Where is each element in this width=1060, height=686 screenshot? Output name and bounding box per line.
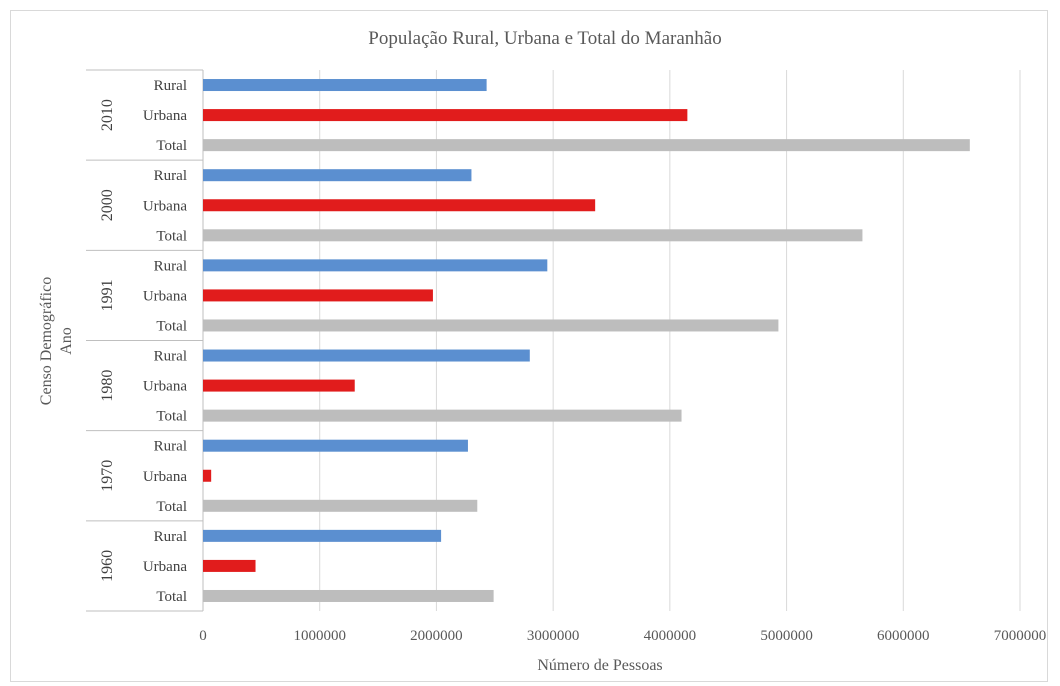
y-axis-title-line1: Censo Demográfico: [38, 277, 55, 405]
bar-1970-rural: [203, 439, 468, 452]
year-group-label: 2000: [99, 189, 116, 221]
year-group-label: 1991: [99, 279, 116, 311]
bar-1980-urbana: [203, 379, 355, 392]
category-label: Rural: [154, 168, 187, 184]
bar-2000-total: [203, 229, 863, 242]
grid-layer: [86, 69, 1021, 612]
category-label: Rural: [154, 529, 187, 545]
category-label: Total: [156, 228, 187, 244]
y-axis-title-line2: Ano: [58, 327, 75, 355]
chart-frame: [10, 10, 1048, 682]
year-group-label: 1980: [99, 370, 116, 402]
year-group-label: 1960: [99, 550, 116, 582]
category-label: Total: [156, 499, 187, 515]
chart-title: População Rural, Urbana e Total do Maran…: [368, 28, 721, 49]
label-layer: 0 1000000 2000000 3000000 4000000 5000000 6000…: [99, 78, 1046, 644]
category-label: Total: [156, 409, 187, 425]
category-label: Urbana: [143, 288, 187, 304]
category-label: Rural: [154, 258, 187, 274]
bar-2010-total: [203, 139, 970, 152]
bar-1991-total: [203, 319, 779, 332]
bar-layer: [203, 79, 970, 602]
x-tick-label: 4000000: [644, 628, 697, 644]
bar-1960-rural: [203, 529, 442, 542]
x-tick-label: 3000000: [527, 628, 580, 644]
x-axis-title: Número de Pessoas: [537, 657, 662, 674]
bar-1991-rural: [203, 259, 548, 272]
bar-1960-total: [203, 589, 494, 602]
category-label: Urbana: [143, 379, 187, 395]
x-tick-label: 2000000: [410, 628, 463, 644]
bar-1980-rural: [203, 349, 530, 362]
bar-2000-urbana: [203, 199, 596, 212]
year-group-label: 1970: [99, 460, 116, 492]
category-label: Rural: [154, 439, 187, 455]
category-label: Total: [156, 589, 187, 605]
bar-2000-rural: [203, 169, 472, 182]
year-group-label: 2010: [99, 99, 116, 131]
category-label: Urbana: [143, 198, 187, 214]
x-tick-label: 7000000: [994, 628, 1047, 644]
category-label: Rural: [154, 78, 187, 94]
x-tick-label: 0: [199, 628, 207, 644]
bar-1980-total: [203, 409, 682, 422]
category-label: Rural: [154, 349, 187, 365]
category-label: Total: [156, 138, 187, 154]
bar-1970-total: [203, 499, 478, 512]
bar-1991-urbana: [203, 289, 433, 302]
bar-2010-urbana: [203, 109, 688, 122]
category-label: Urbana: [143, 108, 187, 124]
x-tick-label: 1000000: [293, 628, 346, 644]
bar-1960-urbana: [203, 559, 256, 572]
category-label: Total: [156, 318, 187, 334]
bar-1970-urbana: [203, 469, 212, 482]
category-label: Urbana: [143, 469, 187, 485]
x-tick-label: 6000000: [877, 628, 930, 644]
x-tick-label: 5000000: [760, 628, 813, 644]
category-label: Urbana: [143, 559, 187, 575]
bar-2010-rural: [203, 79, 487, 92]
